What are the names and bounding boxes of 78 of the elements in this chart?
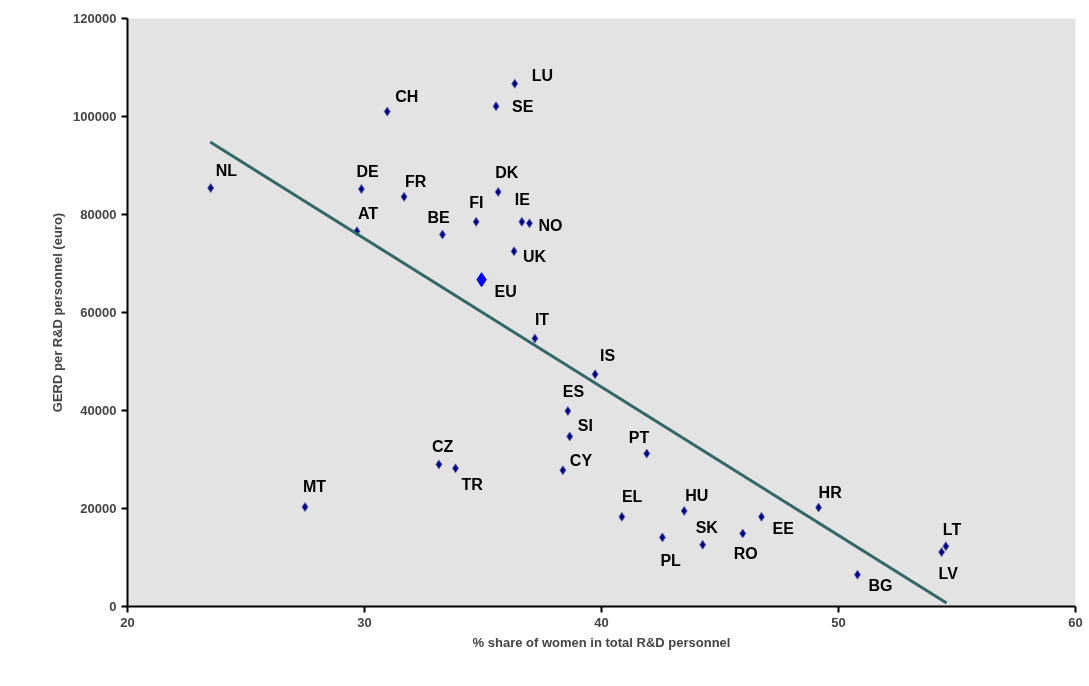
annotation: HR — [818, 484, 843, 502]
point — [452, 463, 460, 474]
point — [207, 183, 215, 194]
annotation: IT — [534, 310, 550, 328]
point — [815, 502, 823, 513]
x-tick-label: 30 — [357, 614, 372, 630]
point — [531, 333, 539, 344]
y-tick-label: 0 — [109, 599, 117, 614]
y-tick-label: 100000 — [73, 109, 117, 124]
annotation: SE — [512, 97, 534, 115]
annotation: CZ — [431, 437, 454, 455]
annotation: LU — [531, 67, 554, 85]
y-tick-label: 60000 — [80, 305, 117, 320]
annotation: ES — [562, 383, 585, 401]
annotation: DK — [495, 164, 519, 182]
point — [435, 459, 443, 470]
point — [658, 532, 666, 543]
annotation: EU — [494, 283, 517, 301]
point — [518, 216, 526, 227]
point — [511, 78, 519, 89]
y-tick-label: 40000 — [80, 403, 117, 418]
annotation: LT — [942, 520, 962, 538]
point — [739, 528, 747, 539]
point — [525, 218, 533, 229]
annotation: AT — [357, 204, 379, 222]
point — [472, 216, 480, 227]
annotation: CY — [569, 451, 593, 469]
annotation: NL — [215, 161, 238, 179]
point — [357, 184, 365, 195]
point — [400, 191, 408, 202]
x-tick-label: 50 — [831, 614, 846, 630]
annotation: FR — [405, 173, 427, 191]
point — [510, 246, 518, 257]
annotation: FI — [469, 194, 484, 212]
annotation: SK — [695, 519, 719, 537]
point — [853, 569, 861, 580]
point — [618, 511, 626, 522]
annotation: TR — [461, 475, 484, 493]
annotation: SI — [577, 416, 593, 434]
point — [757, 511, 765, 522]
annotation: UK — [523, 247, 547, 265]
point — [383, 106, 391, 117]
point — [566, 431, 574, 442]
point — [559, 465, 567, 476]
x-axis-title: % share of women in total R&D personnel — [472, 634, 731, 650]
annotation: EL — [621, 488, 643, 506]
point — [938, 547, 946, 558]
y-tick-label: 120000 — [73, 11, 117, 26]
point — [643, 448, 651, 459]
annotation: PT — [628, 429, 650, 447]
point — [492, 101, 500, 112]
annotation: BE — [427, 209, 451, 227]
annotation: BG — [868, 577, 893, 595]
point — [680, 505, 688, 516]
y-tick-label: 20000 — [80, 501, 117, 516]
point — [942, 541, 950, 552]
point — [494, 186, 502, 197]
annotation: PL — [660, 551, 682, 569]
x-tick-label: 20 — [120, 614, 135, 630]
annotation: IS — [600, 346, 616, 364]
annotation: EE — [772, 520, 795, 538]
x-tick-label: 40 — [594, 614, 609, 630]
x-tick-label: 60 — [1068, 614, 1083, 630]
annotation: MT — [303, 477, 327, 495]
point — [564, 405, 572, 416]
annotation: DE — [356, 162, 379, 180]
y-tick-label: 80000 — [80, 207, 117, 222]
y-axis-title: GERD per R&D personnel (euro) — [50, 212, 66, 413]
annotation: CH — [395, 88, 419, 106]
annotation: RO — [733, 544, 758, 562]
annotation: IE — [514, 191, 531, 209]
annotation: HU — [685, 487, 709, 505]
annotation: NO — [538, 216, 563, 234]
point — [438, 229, 446, 240]
point — [591, 369, 599, 380]
annotation: LV — [938, 564, 959, 582]
point — [699, 539, 707, 550]
point — [301, 502, 309, 513]
